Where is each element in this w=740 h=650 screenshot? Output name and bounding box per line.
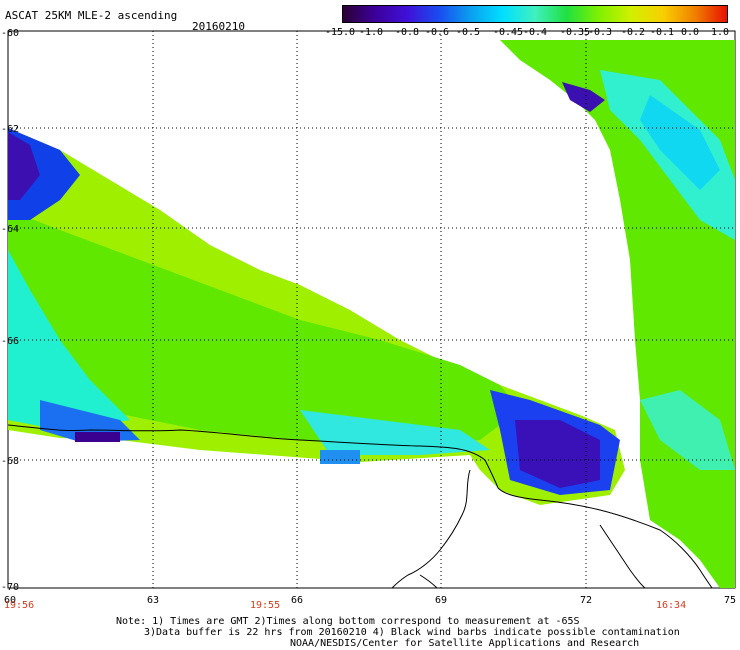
colorbar-label: -0.4 (522, 27, 548, 38)
x-tick-label: 69 (435, 595, 448, 606)
coastline (7, 424, 713, 589)
x-tick-label: 60 (4, 595, 17, 606)
y-tick-label: -66 (1, 336, 20, 347)
colorbar-label: -0.6 (424, 27, 450, 38)
colorbar-label: -0.5 (455, 27, 481, 38)
swath-east-teal (640, 95, 720, 190)
gmt-time-label: 19:56 (4, 600, 35, 611)
grid-lines (8, 31, 735, 588)
colorbar-label: -0.45 (492, 27, 524, 38)
gmt-time-label: 16:34 (656, 600, 687, 611)
swath-west-cyan (8, 250, 130, 430)
y-tick-label: -60 (1, 28, 20, 39)
x-tick-label: 66 (291, 595, 304, 606)
swath-west-e-purple (515, 420, 600, 488)
colorbar-label: -0.2 (620, 27, 646, 38)
colorbar-labels: -15.0 -1.0 -0.8 -0.6 -0.5 -0.45 -0.4 -0.… (325, 27, 740, 39)
y-tick-label: -68 (1, 456, 20, 467)
swath-west-green (8, 210, 520, 445)
footnote: Note: 1) Times are GMT 2)Times along bot… (116, 616, 680, 649)
colorbar-label: -0.3 (587, 27, 613, 38)
y-tick-label: -62 (1, 124, 20, 135)
colorbar-label: 0.0 (680, 27, 700, 38)
coastline-inland2 (419, 574, 438, 589)
swath-west-s-cyan (320, 450, 360, 464)
footnote-line: Note: 1) Times are GMT 2)Times along bot… (116, 616, 580, 627)
swath-west-sw-blue (40, 400, 140, 442)
colorbar-label: -1.0 (358, 27, 384, 38)
colorbar-label: -0.8 (394, 27, 420, 38)
footnote-line: NOAA/NESDIS/Center for Satellite Applica… (290, 638, 640, 649)
map-title: ASCAT 25KM MLE-2 ascending (5, 9, 178, 22)
swath-east-lowcyan (640, 390, 735, 470)
gmt-time-label: 19:55 (250, 600, 281, 611)
swath-west-cyan2 (300, 410, 490, 455)
swath-west-sw-purple (75, 432, 120, 442)
y-tick-label: -70 (1, 582, 20, 593)
colorbar-label: 1.0 (710, 27, 730, 38)
swath-west-nw-purple (8, 132, 40, 200)
y-tick-label: -64 (1, 224, 20, 235)
coastline-inland (391, 469, 471, 589)
map-date: 20160210 (192, 20, 245, 33)
coastline-east (599, 524, 646, 589)
colorbar (342, 5, 728, 23)
colorbar-label: -0.1 (649, 27, 675, 38)
x-tick-label: 63 (147, 595, 160, 606)
colorbar-label: -15.0 (324, 27, 356, 38)
x-tick-label: 75 (724, 595, 737, 606)
swath-east-blue (562, 82, 605, 112)
x-tick-label: 72 (580, 595, 593, 606)
colorbar-label: -0.35 (559, 27, 591, 38)
footnote-line: 3)Data buffer is 22 hrs from 20160210 4)… (144, 627, 680, 638)
